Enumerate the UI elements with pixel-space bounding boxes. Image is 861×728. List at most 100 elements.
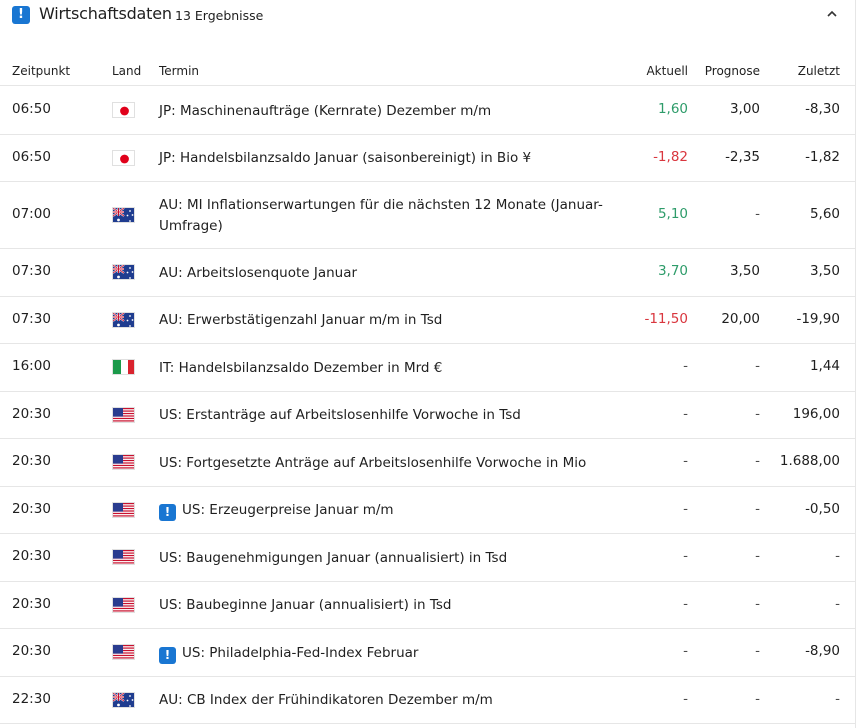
event-time: 07:00 [12,205,51,222]
table-row[interactable]: 07:00 AU: MI Inflationserwartungen für di… [0,182,856,249]
event-time: 20:30 [12,548,51,564]
column-header-country[interactable]: Land [112,64,142,78]
event-forecast: - [755,548,760,564]
event-forecast: - [755,643,760,659]
event-name-text: US: Erstanträge auf Arbeitslosenhilfe Vo… [159,407,521,423]
event-time: 06:50 [12,101,51,117]
au-flag-icon [112,206,135,223]
event-time: 16:00 [12,358,51,374]
event-actual: -11,50 [644,310,688,327]
event-previous: 3,50 [809,263,840,279]
event-name[interactable]: US: Erstanträge auf Arbeitslosenhilfe Vo… [159,405,609,426]
us-flag-icon [112,549,135,565]
us-flag-icon [112,406,135,423]
event-time: 20:30 [12,500,51,517]
event-name-text: US: Baugenehmigungen Januar (annualisier… [159,549,508,566]
table-row[interactable]: 06:50 JP: Handelsbilanzsaldo Januar (sais… [0,135,856,182]
column-header-previous[interactable]: Zuletzt [797,64,840,78]
event-name-text: AU: MI Inflationserwartungen für die näc… [159,196,603,234]
event-name[interactable]: AU: MI Inflationserwartungen für die näc… [159,195,609,237]
event-previous: - [835,548,840,564]
event-name-text: US: Erzeugerpreise Januar m/m [182,502,394,518]
chevron-up-icon[interactable] [824,6,840,22]
event-actual: - [683,595,688,612]
event-name[interactable]: US: Baubeginne Januar (annualisiert) in … [159,595,609,616]
event-time: 07:30 [12,263,51,279]
table-row[interactable]: 07:30 AU: Erwerbstätigenzahl Januar m/m i… [0,297,856,344]
us-flag-icon [112,644,135,660]
table-row[interactable]: 06:50 JP: Maschinenaufträge (Kernrate) De… [0,87,856,135]
au-flag-icon [112,264,135,280]
event-name-text: JP: Maschinenaufträge (Kernrate) Dezembe… [159,102,492,119]
table-row[interactable]: 16:00 IT: Handelsbilanzsaldo Dezember in … [0,344,856,392]
event-forecast: - [755,358,760,374]
event-name[interactable]: ! US: Philadelphia-Fed-Index Februar [159,643,609,664]
event-forecast: - [755,453,760,469]
event-name[interactable]: JP: Maschinenaufträge (Kernrate) Dezembe… [159,101,609,122]
event-time: 20:30 [12,595,51,612]
column-header-actual[interactable]: Aktuell [646,64,688,78]
event-forecast: - [755,595,760,612]
column-header-time[interactable]: Zeitpunkt [12,64,71,78]
event-name[interactable]: US: Baugenehmigungen Januar (annualisier… [159,548,609,569]
event-previous: 1.688,00 [779,453,840,469]
table-row[interactable]: 20:30 US: Baugenehmigungen Januar (annual… [0,534,856,582]
table-row[interactable]: 20:30 US: Fortgesetzte Anträge auf Arbeit… [0,439,856,487]
event-previous: -19,90 [796,310,840,327]
event-forecast: 3,00 [729,101,760,117]
event-forecast: 3,50 [729,263,760,279]
event-previous: 5,60 [809,205,840,222]
event-previous: 196,00 [792,405,840,422]
event-actual: 3,70 [657,263,688,279]
event-actual: - [683,643,688,659]
event-name-text: AU: CB Index der Frühindikatoren Dezembe… [159,692,493,708]
panel-header[interactable]: ! Wirtschaftsdaten 13 Ergebnisse [12,0,842,32]
event-name[interactable]: AU: Arbeitslosenquote Januar [159,263,609,284]
event-actual: - [683,358,688,374]
event-name[interactable]: AU: Erwerbstätigenzahl Januar m/m in Tsd [159,310,609,331]
event-name-text: AU: Arbeitslosenquote Januar [159,264,358,281]
table-row[interactable]: 20:30! US: Erzeugerpreise Januar m/m - - -0,… [0,487,856,534]
event-forecast: - [755,690,760,707]
event-forecast: - [755,205,760,222]
event-forecast: -2,35 [725,148,760,165]
it-flag-icon [112,359,135,375]
event-previous: -8,90 [805,643,840,659]
table-row[interactable]: 20:30 US: Baubeginne Januar (annualisiert… [0,582,856,629]
au-flag-icon [112,311,135,328]
event-time: 20:30 [12,453,51,469]
event-name[interactable]: ! US: Erzeugerpreise Januar m/m [159,500,609,521]
event-forecast: - [755,500,760,517]
event-previous: -8,30 [805,101,840,117]
jp-flag-icon [112,149,135,166]
event-time: 22:30 [12,690,51,707]
table-row[interactable]: 22:30 AU: CB Index der Frühindikatoren De… [0,677,856,724]
column-header-forecast[interactable]: Prognose [704,64,760,78]
event-name-text: US: Baubeginne Januar (annualisiert) in … [159,597,452,613]
event-name[interactable]: AU: CB Index der Frühindikatoren Dezembe… [159,690,609,711]
event-actual: - [683,405,688,422]
event-previous: - [835,690,840,707]
event-actual: - [683,690,688,707]
event-time: 20:30 [12,405,51,422]
event-name-text: JP: Handelsbilanzsaldo Januar (saisonber… [159,150,532,166]
event-actual: - [683,453,688,469]
event-actual: - [683,548,688,564]
event-name-text: US: Philadelphia-Fed-Index Februar [182,644,419,661]
event-previous: - [835,595,840,612]
jp-flag-icon [112,102,135,118]
table-row[interactable]: 07:30 AU: Arbeitslosenquote Januar 3,70 3,5… [0,249,856,297]
importance-icon: ! [12,6,30,24]
table-row[interactable]: 20:30 US: Erstanträge auf Arbeitslosenhil… [0,392,856,439]
column-header-event[interactable]: Termin [159,64,200,78]
panel-title: Wirtschaftsdaten [39,4,172,23]
event-name[interactable]: US: Fortgesetzte Anträge auf Arbeitslose… [159,453,609,474]
event-name[interactable]: IT: Handelsbilanzsaldo Dezember in Mrd € [159,358,609,379]
event-name[interactable]: JP: Handelsbilanzsaldo Januar (saisonber… [159,148,609,169]
table-header: Zeitpunkt Land Termin Aktuell Prognose Z… [0,56,856,86]
event-previous: -0,50 [805,500,840,517]
event-actual: 5,10 [657,205,688,222]
event-name-text: US: Fortgesetzte Anträge auf Arbeitslose… [159,454,587,471]
event-time: 20:30 [12,643,51,659]
table-row[interactable]: 20:30 ! US: Philadelphia-Fed-Index Februar… [0,629,856,677]
